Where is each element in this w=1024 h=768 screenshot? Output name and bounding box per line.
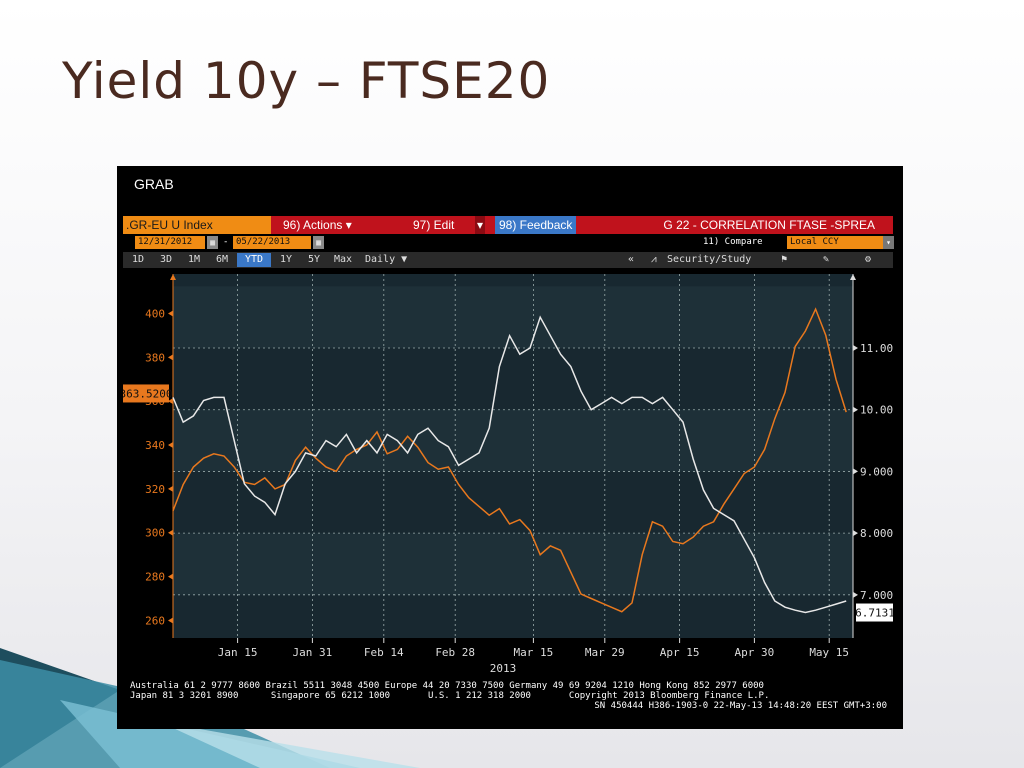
slide-title: Yield 10y – FTSE20 <box>62 52 551 110</box>
x-tick-label: Jan 31 <box>293 646 333 659</box>
left-tick-marker <box>168 398 173 405</box>
right-tick-label: 9.0000 <box>860 465 893 478</box>
period-button[interactable]: Max <box>333 254 353 265</box>
end-date-field[interactable]: 05/22/2013 <box>233 236 311 249</box>
left-tick-label: 340 <box>145 439 165 452</box>
left-tick-marker <box>168 310 173 317</box>
chevron-down-icon[interactable]: ▾ <box>883 236 894 249</box>
right-last-value: 6.7131 <box>855 607 893 620</box>
period-button[interactable]: 3D <box>159 254 173 265</box>
edit-chart-icon[interactable]: ✎ <box>823 254 830 265</box>
left-last-value-box <box>123 384 169 403</box>
plot-band <box>173 533 853 595</box>
period-button[interactable]: 1Y <box>279 254 293 265</box>
frequency-select[interactable]: Daily ▼ <box>365 254 408 265</box>
actions-menu[interactable]: 96) Actions ▾ <box>283 218 352 232</box>
x-tick-label: Apr 30 <box>735 646 775 659</box>
ticker-field[interactable]: .GR-EU U Index <box>123 216 271 234</box>
edit-dropdown-icon[interactable]: ▾ <box>475 216 485 234</box>
left-tick-label: 380 <box>145 351 165 364</box>
right-tick-marker <box>853 591 858 598</box>
left-tick-marker <box>168 573 173 580</box>
chart-title-field: G 22 - CORRELATION FTASE -SPREA <box>663 218 875 232</box>
currency-select[interactable]: Local CCY <box>787 236 883 249</box>
series-line-white <box>172 315 847 614</box>
left-tick-label: 280 <box>145 571 165 584</box>
left-tick-label: 400 <box>145 307 165 320</box>
footer-contacts: Australia 61 2 9777 8600 Brazil 5511 304… <box>130 681 769 701</box>
x-tick-label: May 15 <box>809 646 849 659</box>
chart-area: Jan 15 Jan 31 Feb 14 Feb 28 Mar 15 Mar 29 Apr … <box>120 270 903 702</box>
left-tick-label: 260 <box>145 614 165 627</box>
left-tick-marker <box>168 529 173 536</box>
period-button[interactable]: 1D <box>131 254 145 265</box>
edit-menu[interactable]: 97) Edit <box>413 218 455 232</box>
plot-band <box>173 286 853 349</box>
grab-label: GRAB <box>134 176 174 192</box>
period-toolbar: 1D 3D 1M 6M YTD 1Y 5Y Max Daily ▼ « ⩘ Se… <box>123 252 893 268</box>
left-tick-marker <box>168 485 173 492</box>
left-tick-marker <box>168 354 173 361</box>
calendar-icon[interactable]: ▦ <box>207 236 218 249</box>
period-button-active[interactable]: YTD <box>237 253 271 267</box>
x-tick-label: Mar 15 <box>514 646 554 659</box>
period-button[interactable]: 5Y <box>307 254 321 265</box>
calendar-icon[interactable]: ▦ <box>313 236 324 249</box>
gear-icon[interactable]: ⚙ <box>865 254 872 265</box>
bloomberg-terminal: GRAB .GR-EU U Index 96) Actions ▾ 97) Ed… <box>117 166 903 729</box>
period-button[interactable]: 1M <box>187 254 201 265</box>
study-icon[interactable]: ⩘ <box>651 254 657 265</box>
x-tick-label: Mar 29 <box>585 646 625 659</box>
left-tick-marker <box>168 617 173 624</box>
right-tick-marker <box>853 530 858 537</box>
left-axis-arrow <box>170 274 176 280</box>
x-axis-label: 2013 <box>490 662 517 675</box>
x-tick-label: Jan 15 <box>218 646 258 659</box>
footer-session-info: SN 450444 H386-1903-0 22-May-13 14:48:20… <box>594 701 887 711</box>
compare-button[interactable]: 11) Compare <box>703 237 763 247</box>
date-bar: 12/31/2012 ▦ - 05/22/2013 ▦ 11) Compare … <box>123 235 894 250</box>
footer-line: Australia 61 2 9777 8600 Brazil 5511 304… <box>130 681 764 691</box>
right-tick-marker <box>853 406 858 413</box>
annotate-icon[interactable]: ⚑ <box>781 254 788 265</box>
x-tick-label: Apr 15 <box>660 646 700 659</box>
feedback-button[interactable]: 98) Feedback <box>495 216 577 234</box>
start-date-field[interactable]: 12/31/2012 <box>135 236 205 249</box>
line-chart: Jan 15 Jan 31 Feb 14 Feb 28 Mar 15 Mar 29 Apr … <box>120 274 903 675</box>
plot-band <box>173 409 853 472</box>
right-tick-label: 10.0000 <box>860 404 893 417</box>
footer-line: Japan 81 3 3201 8900 Singapore 65 6212 1… <box>130 691 770 701</box>
right-tick-label: 8.0000 <box>860 527 893 540</box>
right-axis-arrow <box>850 274 856 280</box>
right-tick-label: 11.0000 <box>860 342 893 355</box>
left-tick-label: 300 <box>145 527 165 540</box>
right-tick-marker <box>853 345 858 352</box>
security-study-button[interactable]: Security/Study <box>667 254 752 265</box>
x-tick-label: Feb 14 <box>364 646 404 659</box>
command-bar: .GR-EU U Index 96) Actions ▾ 97) Edit ▾ … <box>123 216 893 234</box>
left-tick-label: 320 <box>145 483 165 496</box>
right-tick-marker <box>853 468 858 475</box>
left-tick-marker <box>168 442 173 449</box>
right-tick-label: 7.0000 <box>860 589 893 602</box>
date-separator: - <box>223 237 229 247</box>
x-tick-label: Feb 28 <box>435 646 475 659</box>
right-last-value-box <box>856 603 894 622</box>
collapse-icon[interactable]: « <box>627 254 635 265</box>
left-last-value: 363.5200 <box>123 387 172 400</box>
period-button[interactable]: 6M <box>215 254 229 265</box>
